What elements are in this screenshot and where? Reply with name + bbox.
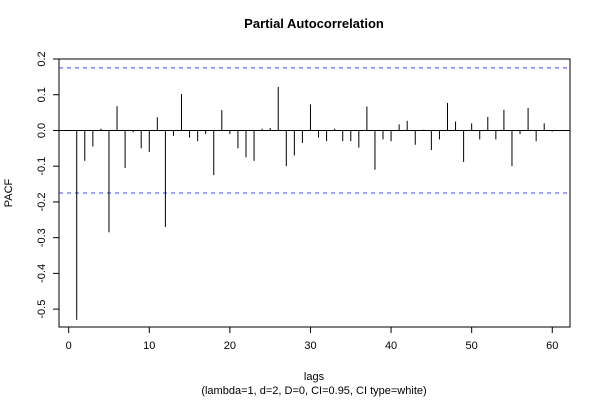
x-tick-label-40: 40 [385, 340, 397, 352]
y-tick-label-3: -0.2 [36, 192, 48, 211]
y-axis-label: PACF [3, 178, 15, 207]
y-tick-label-2: -0.3 [36, 228, 48, 247]
x-axis-label: lags [304, 371, 325, 383]
y-axis: -0.5 -0.4 -0.3 -0.2 -0.1 0.0 0.1 0.2 [36, 51, 59, 319]
x-tick-label-0: 0 [66, 340, 72, 352]
y-tick-label-7: 0.2 [36, 51, 48, 66]
chart-title: Partial Autocorrelation [244, 16, 384, 31]
x-axis: 0 10 20 30 40 50 60 [66, 327, 558, 352]
pacf-bars [76, 86, 553, 320]
y-tick-label-5: 0.0 [36, 123, 48, 138]
x-axis-sublabel: (lambda=1, d=2, D=0, CI=0.95, CI type=wh… [201, 385, 426, 397]
y-tick-label-4: -0.1 [36, 157, 48, 176]
x-tick-label-60: 60 [546, 340, 558, 352]
x-tick-label-50: 50 [466, 340, 478, 352]
y-tick-label-1: -0.4 [36, 264, 48, 283]
y-tick-label-6: 0.1 [36, 87, 48, 102]
x-tick-label-20: 20 [224, 340, 236, 352]
x-tick-label-30: 30 [304, 340, 316, 352]
y-tick-label-0: -0.5 [36, 300, 48, 319]
x-tick-label-10: 10 [143, 340, 155, 352]
